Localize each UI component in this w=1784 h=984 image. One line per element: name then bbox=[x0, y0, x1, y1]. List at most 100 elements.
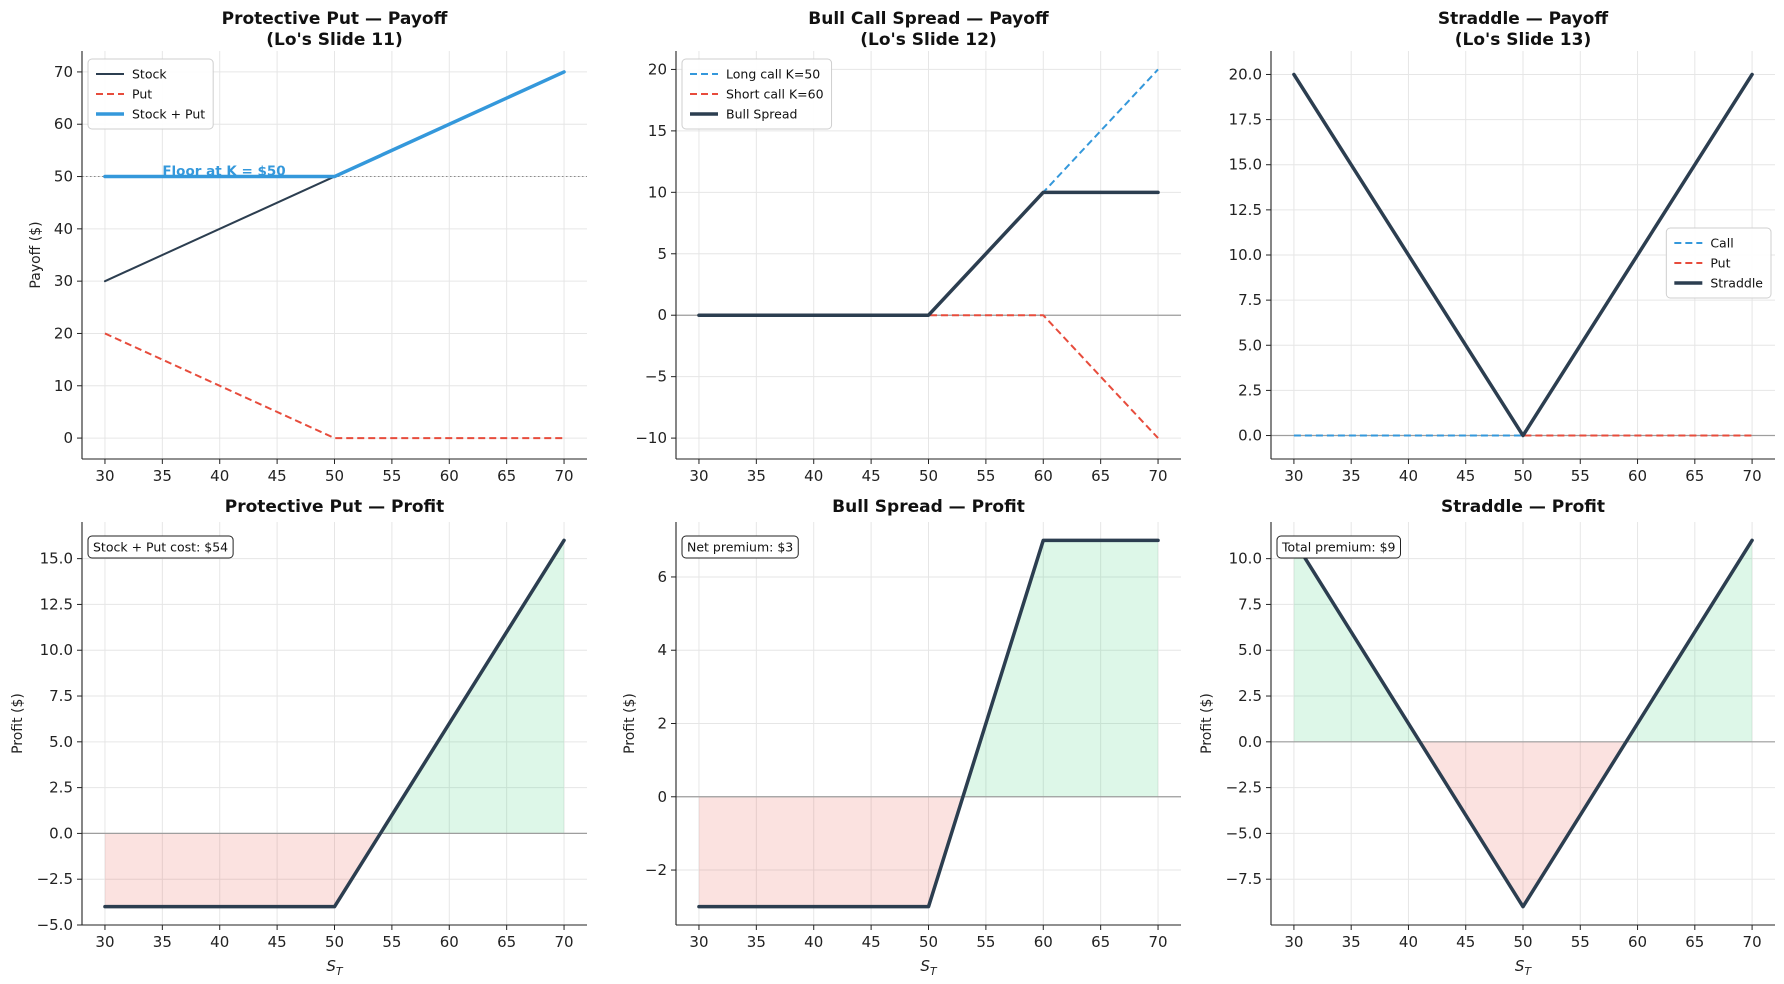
chart-subtitle: (Lo's Slide 12) bbox=[860, 30, 996, 50]
y-tick-label: 7.5 bbox=[1238, 595, 1262, 613]
y-tick-label: 0 bbox=[657, 788, 667, 806]
chart-title: Bull Call Spread — Payoff bbox=[808, 9, 1049, 29]
x-tick-label: 30 bbox=[95, 933, 114, 951]
y-tick-label: 5.0 bbox=[49, 733, 73, 751]
y-tick-label: 17.5 bbox=[1229, 111, 1262, 129]
plot-area bbox=[82, 70, 587, 440]
x-tick-label: 35 bbox=[153, 467, 172, 485]
x-tick-label: 40 bbox=[804, 467, 823, 485]
x-tick-label: 45 bbox=[268, 467, 287, 485]
x-tick-label: 50 bbox=[919, 467, 938, 485]
y-tick-label: 2 bbox=[657, 715, 667, 733]
legend-label: Stock + Put bbox=[132, 107, 205, 122]
x-tick-label: 50 bbox=[325, 933, 344, 951]
y-axis-label: Profit ($) bbox=[1199, 693, 1215, 754]
x-tick-label: 30 bbox=[1284, 467, 1303, 485]
x-tick-label: 45 bbox=[1456, 933, 1475, 951]
x-tick-label: 70 bbox=[1743, 933, 1762, 951]
chart-title: Protective Put — Profit bbox=[225, 497, 445, 517]
y-tick-label: 12.5 bbox=[40, 595, 73, 613]
x-tick-label: 30 bbox=[689, 933, 708, 951]
y-tick-label: 50 bbox=[54, 168, 73, 186]
profit-fill bbox=[698, 540, 1159, 797]
x-tick-label: 60 bbox=[440, 933, 459, 951]
y-tick-label: 5.0 bbox=[1238, 641, 1262, 659]
x-tick-label: 55 bbox=[976, 933, 995, 951]
series-line-bull-spread bbox=[697, 190, 1160, 317]
y-tick-label: −7.5 bbox=[1226, 870, 1262, 888]
y-tick-label: 7.5 bbox=[49, 687, 73, 705]
plot-area bbox=[1271, 72, 1775, 438]
annotation-label: Floor at K = $50 bbox=[162, 164, 285, 180]
y-tick-label: 2.5 bbox=[1238, 687, 1262, 705]
x-tick-label: 55 bbox=[976, 467, 995, 485]
y-tick-label: 2.5 bbox=[49, 779, 73, 797]
legend: Long call K=50 Short call K=60 Bull Spread bbox=[681, 58, 833, 130]
x-tick-label: 60 bbox=[1628, 467, 1647, 485]
chart-title: Straddle — Profit bbox=[1441, 497, 1605, 517]
y-tick-label: 0.0 bbox=[1238, 733, 1262, 751]
y-tick-label: 10.0 bbox=[40, 641, 73, 659]
chart-subtitle: (Lo's Slide 11) bbox=[266, 30, 402, 50]
x-tick-label: 35 bbox=[747, 933, 766, 951]
x-tick-label: 65 bbox=[497, 933, 516, 951]
legend-label: Call bbox=[1710, 236, 1733, 251]
pp_profit-panel: 30 35 40 45 50 55 60 65 70 −5.0 −2.5 0.0 2.5 5.0 7.5 10… bbox=[10, 497, 587, 978]
x-tick-label: 50 bbox=[1513, 467, 1532, 485]
x-tick-label: 65 bbox=[497, 467, 516, 485]
y-axis-label: Profit ($) bbox=[10, 693, 26, 754]
chart-title: Bull Spread — Profit bbox=[832, 497, 1025, 517]
y-tick-label: 10 bbox=[648, 183, 667, 201]
y-tick-label: −2.5 bbox=[1226, 779, 1262, 797]
x-tick-label: 60 bbox=[1034, 467, 1053, 485]
legend-label: Put bbox=[1710, 256, 1730, 271]
plot-area bbox=[676, 538, 1181, 909]
legend: Stock Put Stock + Put bbox=[87, 58, 214, 130]
y-tick-label: 70 bbox=[54, 63, 73, 81]
legend-label: Short call K=60 bbox=[726, 87, 824, 102]
y-tick-label: 10 bbox=[54, 377, 73, 395]
y-tick-label: 2.5 bbox=[1238, 381, 1262, 399]
y-tick-label: 10.0 bbox=[1229, 246, 1262, 264]
y-tick-label: 5.0 bbox=[1238, 336, 1262, 354]
y-tick-label: −5.0 bbox=[37, 916, 73, 934]
legend-box bbox=[681, 58, 833, 130]
y-tick-label: 30 bbox=[54, 272, 73, 290]
y-tick-label: 0 bbox=[657, 306, 667, 324]
series-line-stock-put bbox=[103, 70, 566, 179]
straddle_payoff-panel: 30 35 40 45 50 55 60 65 70 0.0 2.5 5.0 7.5 10.0 12.5 15… bbox=[1229, 9, 1775, 485]
y-tick-label: 5 bbox=[657, 245, 667, 263]
pp_payoff-panel: Floor at K = $50 30 35 40 45 50 55 60 65 70 0 10 20 3… bbox=[28, 9, 587, 485]
x-tick-label: 70 bbox=[1148, 467, 1167, 485]
x-tick-label: 45 bbox=[268, 933, 287, 951]
y-tick-label: 12.5 bbox=[1229, 201, 1262, 219]
y-axis-label: Payoff ($) bbox=[28, 221, 44, 288]
x-tick-label: 40 bbox=[210, 467, 229, 485]
loss-fill bbox=[104, 833, 565, 907]
loss-fill bbox=[1293, 741, 1753, 907]
y-tick-label: 6 bbox=[657, 568, 667, 586]
x-tick-label: 65 bbox=[1091, 467, 1110, 485]
x-axis-label-subscript: T bbox=[930, 965, 938, 978]
info-box-text: Total premium: $9 bbox=[1281, 540, 1396, 555]
series-line-profit bbox=[697, 538, 1160, 909]
legend-box bbox=[87, 58, 214, 130]
y-tick-label: 0.0 bbox=[1238, 427, 1262, 445]
x-tick-label: 45 bbox=[862, 933, 881, 951]
series-line-profit bbox=[1292, 538, 1754, 909]
x-tick-label: 70 bbox=[554, 467, 573, 485]
chart-title: Straddle — Payoff bbox=[1438, 9, 1608, 29]
legend-label: Bull Spread bbox=[726, 107, 797, 122]
x-tick-label: 45 bbox=[1456, 467, 1475, 485]
legend-label: Long call K=50 bbox=[726, 67, 820, 82]
x-tick-label: 70 bbox=[1743, 467, 1762, 485]
profit-fill bbox=[104, 540, 565, 834]
chart-subtitle: (Lo's Slide 13) bbox=[1455, 30, 1591, 50]
series-line-straddle bbox=[1292, 72, 1754, 438]
legend-label: Stock bbox=[132, 67, 167, 82]
x-axis-label-subscript: T bbox=[336, 965, 344, 978]
y-axis-label: Profit ($) bbox=[622, 693, 638, 754]
x-tick-label: 55 bbox=[1571, 933, 1590, 951]
info-box bbox=[1276, 535, 1401, 559]
